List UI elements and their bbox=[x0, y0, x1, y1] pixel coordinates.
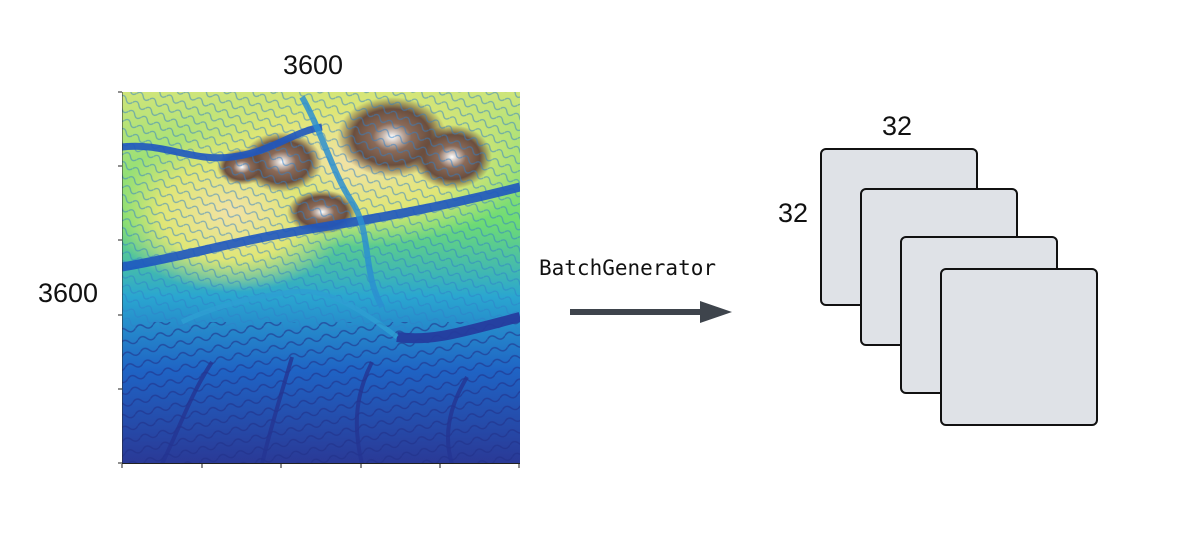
right-arrow-icon bbox=[570, 301, 732, 323]
map-axis-ticks bbox=[118, 91, 520, 468]
patch-width-label: 32 bbox=[882, 111, 913, 141]
patch-4 bbox=[940, 268, 1098, 426]
map-width-label: 3600 bbox=[283, 50, 344, 80]
patch-height-label: 32 bbox=[778, 198, 809, 228]
elevation-heatmap-icon bbox=[122, 92, 520, 464]
map-height-label: 3600 bbox=[38, 278, 99, 308]
elevation-map bbox=[122, 92, 520, 464]
batch-generator-label: BatchGenerator bbox=[539, 256, 717, 280]
